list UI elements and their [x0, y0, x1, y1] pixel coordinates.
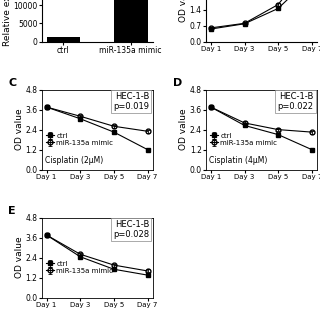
Text: E: E — [8, 206, 16, 216]
Legend: ctrl, miR-135a mimic: ctrl, miR-135a mimic — [45, 260, 114, 275]
Text: D: D — [172, 78, 182, 88]
Text: HEC-1-B
p=0.019: HEC-1-B p=0.019 — [113, 92, 149, 111]
Text: Cisplatin (2μM): Cisplatin (2μM) — [45, 156, 103, 165]
Text: Cisplatin (4μM): Cisplatin (4μM) — [209, 156, 268, 165]
Text: C: C — [8, 78, 16, 88]
Y-axis label: Relative expression: Relative expression — [3, 0, 12, 46]
Text: HEC-1-B
p=0.022: HEC-1-B p=0.022 — [277, 92, 314, 111]
Text: HEC-1-B
p=0.028: HEC-1-B p=0.028 — [113, 220, 149, 239]
Y-axis label: OD value: OD value — [179, 0, 188, 22]
Bar — [47, 37, 80, 42]
Bar — [114, 0, 148, 42]
Y-axis label: OD value: OD value — [179, 109, 188, 150]
Y-axis label: OD value: OD value — [15, 237, 24, 278]
Legend: ctrl, miR-135a mimic: ctrl, miR-135a mimic — [45, 132, 114, 147]
Legend: ctrl, miR-135a mimic: ctrl, miR-135a mimic — [209, 132, 278, 147]
Y-axis label: OD value: OD value — [15, 109, 24, 150]
